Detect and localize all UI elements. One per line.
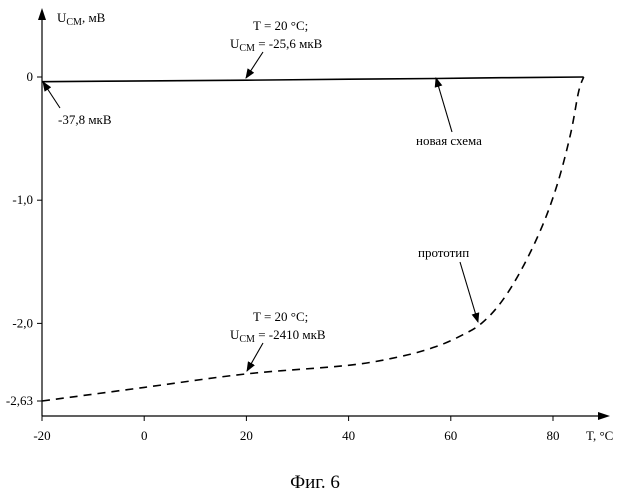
x-axis-label: T, °C [586, 428, 613, 443]
arrow-bottom-note [247, 343, 263, 371]
x-axis-arrow [598, 412, 610, 420]
y-tick-label: -1,0 [12, 192, 33, 207]
annotation-prototype: прототип [418, 245, 469, 260]
arrow-prototype [460, 262, 478, 322]
y-tick-label: 0 [27, 69, 34, 84]
annotation-new-scheme: новая схема [416, 133, 482, 148]
y-tick-label: -2,63 [6, 393, 33, 408]
annotation-top-line2: UСМ = -25,6 мкВ [230, 36, 323, 54]
y-axis-arrow [38, 8, 46, 20]
x-tick-label: 80 [547, 428, 560, 443]
y-ticks: 0 -1,0 -2,0 -2,63 [6, 69, 42, 408]
x-tick-label: -20 [33, 428, 50, 443]
annotation-bottom-line2: UСМ = -2410 мкВ [230, 327, 326, 345]
x-tick-label: 40 [342, 428, 355, 443]
y-axis-label: UСМ, мВ [57, 10, 106, 28]
figure-caption: Фиг. 6 [290, 472, 340, 493]
annotation-left-value: -37,8 мкВ [58, 112, 112, 127]
annotation-bottom-line1: T = 20 °C; [253, 309, 308, 324]
x-tick-label: 60 [444, 428, 457, 443]
annotation-top-line1: T = 20 °C; [253, 18, 308, 33]
arrow-top-note [246, 52, 263, 78]
arrow-left-value [43, 82, 60, 108]
series-line-new-scheme [42, 77, 584, 82]
x-ticks: -20 0 20 40 60 80 [33, 416, 559, 443]
x-tick-label: 20 [240, 428, 253, 443]
y-tick-label: -2,0 [12, 315, 33, 330]
x-tick-label: 0 [141, 428, 148, 443]
series-line-prototype [42, 77, 584, 401]
arrow-new-scheme [436, 78, 452, 132]
